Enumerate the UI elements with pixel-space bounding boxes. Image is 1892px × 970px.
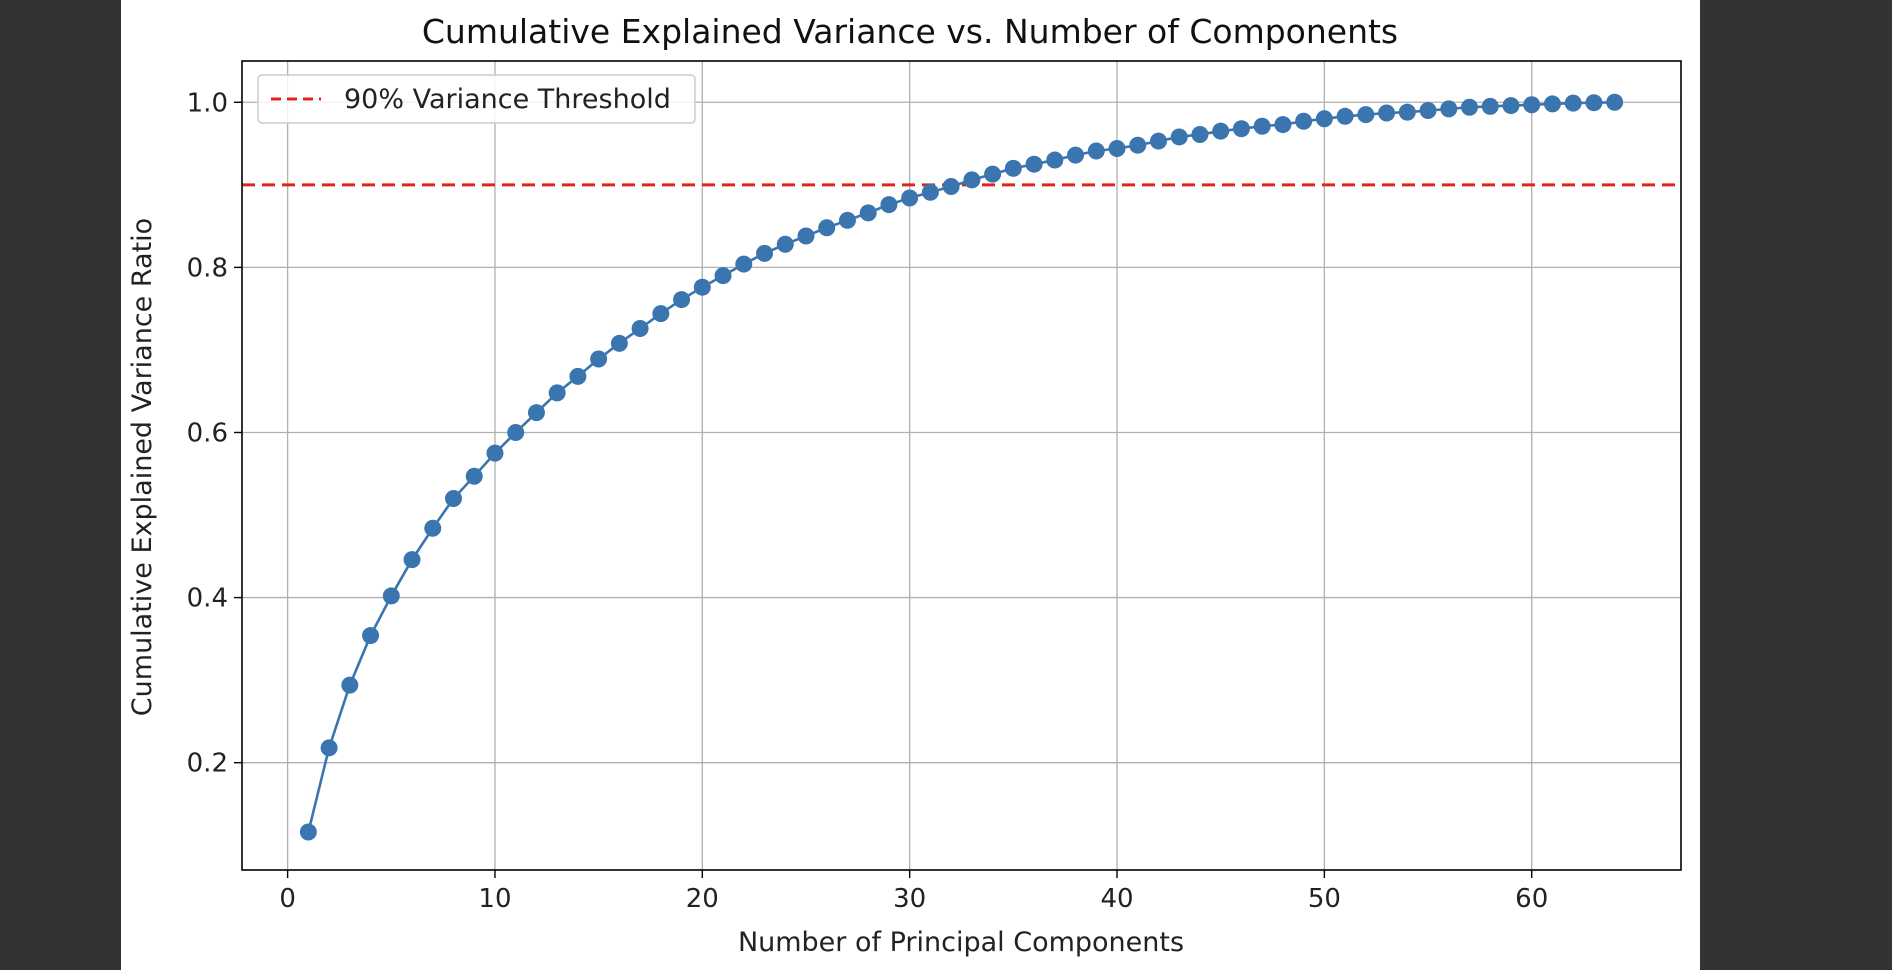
data-point xyxy=(1336,107,1354,125)
x-axis-label: Number of Principal Components xyxy=(738,927,1184,958)
data-points xyxy=(299,93,1624,841)
data-point xyxy=(1315,110,1333,128)
data-point xyxy=(362,627,380,645)
plot-frame xyxy=(241,60,1682,871)
data-point xyxy=(424,519,442,537)
data-point xyxy=(880,196,898,214)
data-point xyxy=(403,551,421,569)
data-point xyxy=(1025,155,1043,173)
data-point xyxy=(507,423,525,441)
data-point xyxy=(299,823,317,841)
x-tick-label: 0 xyxy=(279,884,296,914)
data-point xyxy=(735,255,753,273)
data-point xyxy=(1585,94,1603,112)
data-point xyxy=(673,291,691,309)
data-point xyxy=(693,278,711,296)
data-point xyxy=(1129,136,1147,154)
x-tick-label: 50 xyxy=(1308,884,1341,914)
data-point xyxy=(963,171,981,189)
figure: 0 10 20 30 40 50 60 0.2 0.4 0.6 0.8 1.0 Cumulative… xyxy=(121,0,1700,970)
data-point xyxy=(1067,146,1085,164)
legend: 90% Variance Threshold xyxy=(257,74,696,124)
legend-box xyxy=(257,74,696,124)
data-point xyxy=(1461,98,1479,116)
x-ticks: 0 10 20 30 40 50 60 xyxy=(279,870,1548,914)
data-point xyxy=(1419,102,1437,120)
data-point xyxy=(1564,94,1582,112)
x-tick-label: 60 xyxy=(1515,884,1548,914)
data-point xyxy=(1357,106,1375,124)
data-point xyxy=(1543,95,1561,113)
data-point xyxy=(652,305,670,323)
y-tick-label: 0.4 xyxy=(187,584,228,614)
series-line xyxy=(307,100,1615,833)
x-tick-label: 20 xyxy=(686,884,719,914)
y-tick-label: 0.8 xyxy=(187,253,228,283)
data-point xyxy=(1502,97,1520,115)
data-point xyxy=(1191,125,1209,143)
data-point xyxy=(548,384,566,402)
data-point xyxy=(838,211,856,229)
series-layer xyxy=(307,100,1615,833)
data-point xyxy=(1253,117,1271,135)
data-point xyxy=(1274,116,1292,134)
data-point xyxy=(444,490,462,508)
data-point xyxy=(1170,128,1188,146)
x-tick-label: 10 xyxy=(478,884,511,914)
data-point xyxy=(465,467,483,485)
data-point xyxy=(610,334,628,352)
data-point xyxy=(1212,122,1230,140)
data-point xyxy=(382,587,400,605)
data-point xyxy=(1398,103,1416,121)
data-point xyxy=(486,444,504,462)
chart: 0 10 20 30 40 50 60 0.2 0.4 0.6 0.8 1.0 Cumulative… xyxy=(127,12,1682,958)
y-tick-label: 1.0 xyxy=(187,88,228,118)
data-point xyxy=(921,183,939,201)
data-point xyxy=(942,177,960,195)
data-point xyxy=(984,165,1002,183)
data-point xyxy=(818,219,836,237)
data-point xyxy=(1606,93,1624,111)
data-point xyxy=(776,235,794,253)
data-point xyxy=(714,267,732,285)
data-point xyxy=(1087,142,1105,160)
data-point xyxy=(1295,112,1313,130)
data-point xyxy=(1232,120,1250,138)
data-point xyxy=(756,244,774,262)
y-ticks: 0.2 0.4 0.6 0.8 1.0 xyxy=(187,88,242,779)
data-point xyxy=(1523,96,1541,114)
data-point xyxy=(1108,140,1126,158)
data-point xyxy=(1149,132,1167,150)
data-point xyxy=(527,404,545,422)
y-tick-label: 0.2 xyxy=(187,749,228,779)
data-point xyxy=(1440,100,1458,118)
x-tick-label: 40 xyxy=(1100,884,1133,914)
y-axis-label: Cumulative Explained Variance Ratio xyxy=(127,218,158,716)
data-point xyxy=(901,189,919,207)
data-point xyxy=(1481,97,1499,115)
chart-title: Cumulative Explained Variance vs. Number… xyxy=(422,12,1398,51)
x-tick-label: 30 xyxy=(893,884,926,914)
y-tick-label: 0.6 xyxy=(187,418,228,448)
legend-label: 90% Variance Threshold xyxy=(344,84,671,115)
data-point xyxy=(631,319,649,337)
data-point xyxy=(1378,104,1396,122)
data-point xyxy=(797,227,815,245)
data-point xyxy=(569,367,587,385)
data-point xyxy=(1046,151,1064,169)
data-point xyxy=(590,350,608,368)
data-point xyxy=(341,676,359,694)
data-point xyxy=(320,739,338,757)
data-point xyxy=(1004,159,1022,177)
data-point xyxy=(859,204,877,222)
